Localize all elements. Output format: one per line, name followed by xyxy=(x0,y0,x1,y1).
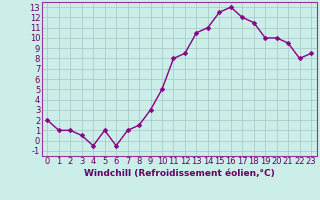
X-axis label: Windchill (Refroidissement éolien,°C): Windchill (Refroidissement éolien,°C) xyxy=(84,169,275,178)
